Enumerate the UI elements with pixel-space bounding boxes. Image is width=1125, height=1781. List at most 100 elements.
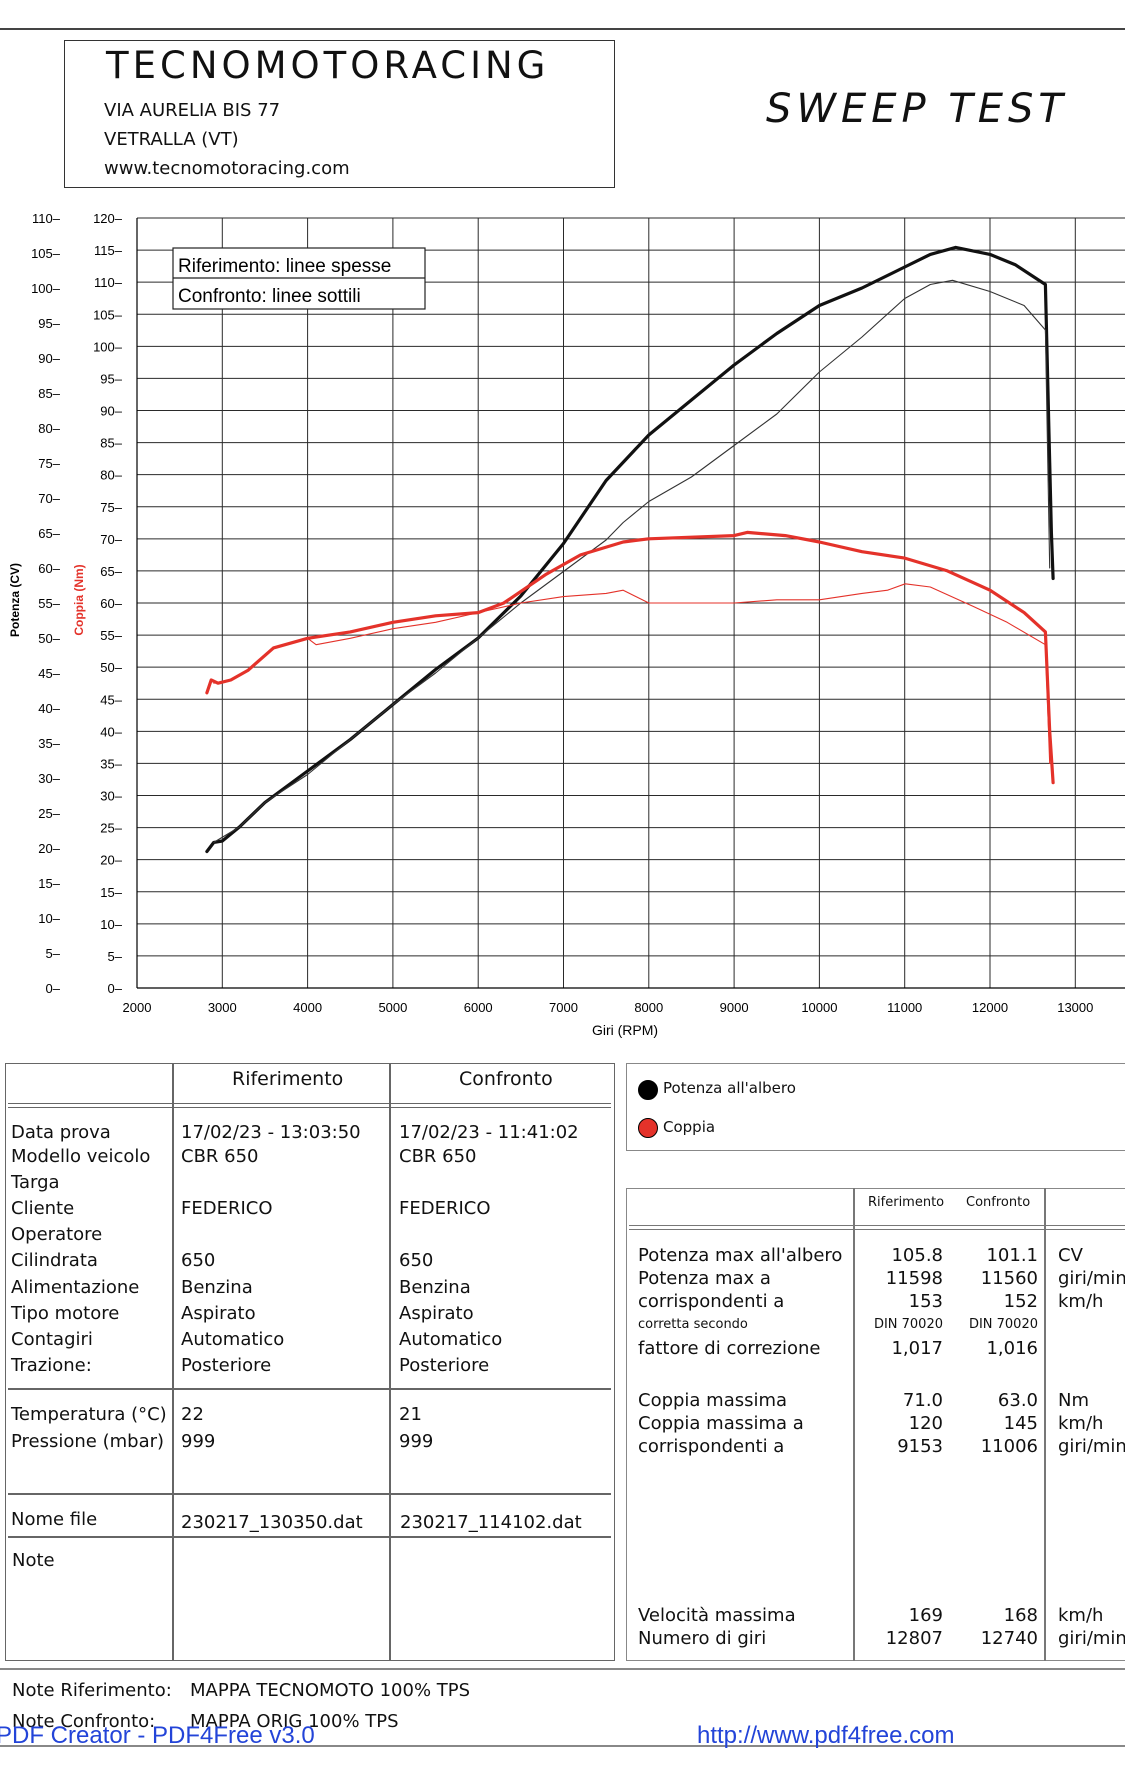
file-ref: 230217_130350.dat: [181, 1512, 363, 1533]
row-conf-value: FEDERICO: [399, 1198, 491, 1219]
power-tick-label: 30–: [38, 771, 60, 786]
res-col-header-conf: Confronto: [966, 1195, 1031, 1210]
row-label: Modello veicolo: [11, 1146, 151, 1167]
torque-tick-label: 25–: [100, 821, 122, 836]
result-conf-value: DIN 70020: [968, 1317, 1038, 1332]
row-conf-value: 17/02/23 - 11:41:02: [399, 1122, 579, 1143]
power-tick-label: 25–: [38, 806, 60, 821]
x-tick-label: 4000: [293, 1000, 322, 1015]
result-label: fattore di correzione: [638, 1338, 821, 1359]
header-rule: [8, 1103, 611, 1108]
y-axis-label-torque: Coppia (Nm): [72, 564, 86, 635]
x-axis: 2000 3000 4000 5000 6000 7000 8000 9000 10000 110…: [123, 1000, 1094, 1015]
result-ref-value: 120: [908, 1413, 943, 1434]
row-ref-value: Benzina: [181, 1277, 253, 1298]
env-rule: [8, 1388, 611, 1390]
result-ref-value: 169: [908, 1605, 943, 1626]
chart-grid: [136, 217, 1125, 989]
note-conf-value: MAPPA ORIG 100% TPS: [190, 1711, 399, 1732]
x-tick-label: 13000: [1057, 1000, 1093, 1015]
torque-tick-label: 0–: [108, 981, 123, 996]
col-divider-1: [172, 1063, 174, 1661]
power-tick-label: 110–: [32, 211, 61, 226]
torque-legend-dot: [638, 1118, 658, 1138]
torque-tick-label: 45–: [100, 692, 122, 707]
notes-rule-top: [0, 1668, 1125, 1670]
torque-tick-label: 70–: [100, 532, 122, 547]
power-tick-label: 80–: [38, 421, 60, 436]
row-ref-value: Aspirato: [181, 1303, 256, 1324]
torque-tick-label: 15–: [100, 885, 122, 900]
row-ref-value: CBR 650: [181, 1146, 259, 1167]
result-ref-value: DIN 70020: [873, 1317, 943, 1332]
power-tick-label: 85–: [38, 386, 60, 401]
row-conf-value: Aspirato: [399, 1303, 474, 1324]
result-ref-value: 153: [908, 1291, 943, 1312]
company-name: TECNOMOTORACING: [106, 44, 550, 87]
x-tick-label: 6000: [464, 1000, 493, 1015]
result-label: corrispondenti a: [638, 1436, 785, 1457]
row-ref-value: FEDERICO: [181, 1198, 273, 1219]
note-rule: [8, 1536, 611, 1538]
y-axis-label-power: Potenza (CV): [8, 563, 22, 637]
torque-tick-label: 55–: [100, 628, 122, 643]
result-unit: km/h: [1058, 1605, 1104, 1626]
torque-legend-label: Coppia: [663, 1118, 716, 1136]
env-conf-value: 999: [399, 1431, 434, 1452]
res-col-divider-1: [853, 1188, 855, 1661]
result-unit: Nm: [1058, 1390, 1089, 1411]
row-ref-value: 650: [181, 1250, 216, 1271]
power-tick-label: 55–: [38, 596, 60, 611]
result-ref-value: 71.0: [902, 1390, 943, 1411]
power-legend-label: Potenza all'albero: [663, 1079, 796, 1097]
torque-tick-label: 75–: [100, 500, 122, 515]
power-tick-label: 20–: [38, 841, 60, 856]
x-tick-label: 12000: [972, 1000, 1008, 1015]
result-label: corretta secondo: [638, 1317, 748, 1332]
y-axes: 0– 5– 10– 15– 20– 25– 30– 35– 40– 45– 50– 55– 60– 65–…: [31, 211, 123, 996]
torque-tick-label: 60–: [100, 596, 122, 611]
col-header-ref: Riferimento: [232, 1068, 344, 1090]
power-tick-label: 35–: [38, 736, 60, 751]
row-label: Operatore: [11, 1224, 103, 1245]
result-conf-value: 101.1: [986, 1245, 1038, 1266]
note-ref-value: MAPPA TECNOMOTO 100% TPS: [190, 1680, 471, 1701]
torque-tick-label: 85–: [100, 436, 122, 451]
series-line-1: [213, 279, 1051, 843]
power-tick-label: 5–: [46, 946, 61, 961]
x-axis-label: Giri (RPM): [592, 1022, 658, 1038]
row-label: Data prova: [11, 1122, 111, 1143]
result-conf-value: 1,016: [986, 1338, 1038, 1359]
company-box: [64, 40, 615, 188]
x-tick-label: 5000: [378, 1000, 407, 1015]
notes-rule-bottom: [0, 1745, 1125, 1747]
row-conf-value: 650: [399, 1250, 434, 1271]
row-label: Targa: [11, 1172, 60, 1193]
result-label: Potenza max all'albero: [638, 1245, 843, 1266]
power-tick-label: 40–: [38, 701, 60, 716]
torque-tick-label: 100–: [93, 339, 123, 354]
row-conf-value: Posteriore: [399, 1355, 490, 1376]
result-conf-value: 11006: [980, 1436, 1038, 1457]
torque-tick-label: 65–: [100, 564, 122, 579]
pdf-url-link[interactable]: http://www.pdf4free.com: [697, 1722, 955, 1749]
torque-tick-label: 95–: [100, 371, 122, 386]
row-label: Contagiri: [11, 1329, 93, 1350]
result-conf-value: 168: [1003, 1605, 1038, 1626]
legend-box-line-1: Riferimento: linee spesse: [178, 256, 391, 277]
result-label: Numero di giri: [638, 1628, 767, 1649]
result-unit: giri/min: [1058, 1628, 1125, 1649]
result-label: Potenza max a: [638, 1268, 771, 1289]
x-tick-label: 7000: [549, 1000, 578, 1015]
env-conf-value: 21: [399, 1404, 422, 1425]
file-rule: [8, 1493, 611, 1495]
env-ref-value: 22: [181, 1404, 204, 1425]
result-label: Velocità massima: [638, 1605, 796, 1626]
dyno-chart: 0– 5– 10– 15– 20– 25– 30– 35– 40– 45– 50– 55– 60– 65–…: [8, 211, 1125, 1038]
row-conf-value: Automatico: [399, 1329, 503, 1350]
result-ref-value: 12807: [885, 1628, 943, 1649]
env-label: Pressione (mbar): [11, 1431, 165, 1452]
torque-tick-label: 30–: [100, 789, 122, 804]
torque-tick-label: 115–: [94, 243, 123, 258]
torque-tick-label: 90–: [100, 404, 122, 419]
